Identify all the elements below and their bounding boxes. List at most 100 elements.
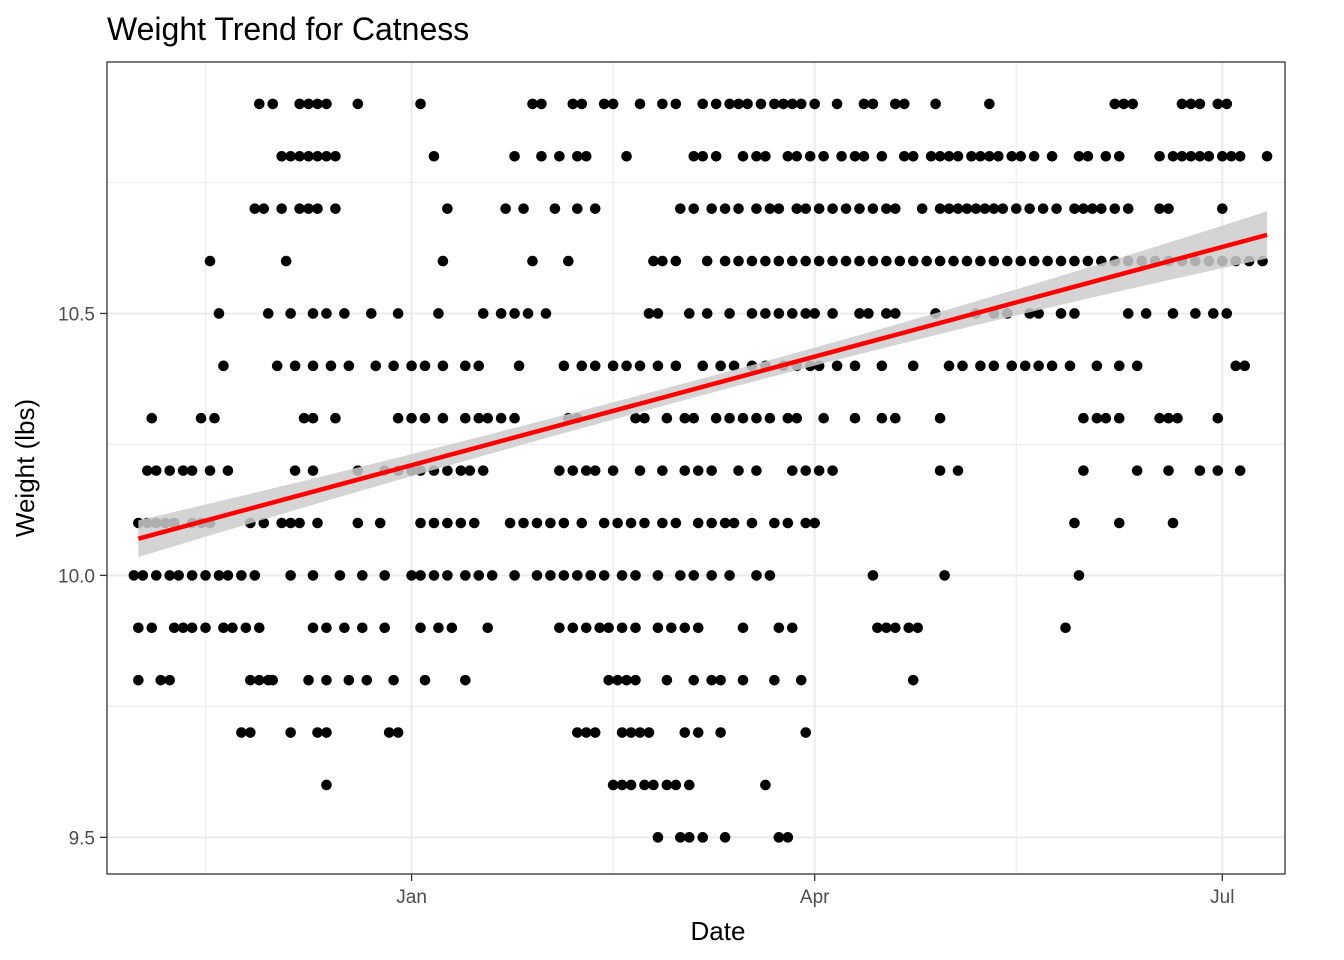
data-point bbox=[961, 255, 973, 267]
data-point bbox=[1060, 622, 1071, 634]
data-point bbox=[952, 203, 964, 214]
data-point bbox=[867, 203, 879, 214]
data-point bbox=[625, 779, 637, 791]
data-point bbox=[509, 570, 520, 581]
data-point bbox=[164, 465, 176, 476]
data-point bbox=[818, 150, 829, 162]
data-point bbox=[330, 203, 341, 214]
data-point bbox=[249, 570, 261, 581]
data-point bbox=[670, 98, 682, 110]
data-point bbox=[1051, 203, 1062, 214]
data-point bbox=[742, 98, 753, 110]
data-point bbox=[589, 360, 601, 372]
data-point bbox=[1001, 255, 1013, 267]
data-point bbox=[782, 412, 794, 424]
data-point bbox=[267, 98, 279, 110]
data-point bbox=[500, 203, 511, 214]
data-point bbox=[473, 412, 485, 424]
data-point bbox=[307, 412, 319, 424]
data-point bbox=[536, 98, 547, 110]
data-point bbox=[867, 255, 879, 267]
data-point bbox=[706, 674, 717, 686]
data-point bbox=[253, 622, 265, 634]
data-point bbox=[952, 465, 964, 476]
data-point bbox=[773, 308, 785, 319]
data-point bbox=[621, 150, 632, 162]
y-tick-label: 10.0 bbox=[58, 566, 95, 587]
data-point bbox=[267, 674, 279, 686]
data-point bbox=[988, 203, 1000, 214]
data-point bbox=[482, 622, 494, 634]
data-point bbox=[271, 360, 283, 372]
data-point bbox=[683, 779, 695, 791]
data-point bbox=[352, 98, 364, 110]
data-point bbox=[572, 150, 583, 162]
data-point bbox=[446, 622, 458, 634]
data-point bbox=[934, 465, 946, 476]
data-point bbox=[580, 465, 592, 476]
data-point bbox=[1131, 360, 1143, 372]
data-point bbox=[415, 622, 426, 634]
data-point bbox=[719, 517, 731, 529]
data-point bbox=[670, 360, 682, 372]
data-point bbox=[630, 570, 641, 581]
data-point bbox=[1140, 308, 1152, 319]
trend-confidence-band bbox=[138, 211, 1268, 558]
data-point bbox=[1216, 203, 1228, 214]
data-point bbox=[200, 622, 211, 634]
data-point bbox=[531, 570, 543, 581]
data-point bbox=[1163, 465, 1174, 476]
data-point bbox=[657, 517, 668, 529]
data-point bbox=[307, 622, 319, 634]
data-point bbox=[769, 674, 780, 686]
data-point bbox=[585, 570, 597, 581]
data-point bbox=[607, 465, 619, 476]
data-point bbox=[343, 360, 355, 372]
data-point bbox=[460, 570, 471, 581]
data-point bbox=[809, 517, 820, 529]
data-point bbox=[1167, 308, 1179, 319]
data-point bbox=[827, 465, 838, 476]
data-point bbox=[594, 622, 605, 634]
data-point bbox=[787, 255, 798, 267]
data-point bbox=[1109, 98, 1121, 110]
data-point bbox=[598, 570, 610, 581]
data-point bbox=[495, 412, 507, 424]
data-point bbox=[312, 517, 323, 529]
data-point bbox=[652, 832, 664, 843]
data-point bbox=[164, 674, 176, 686]
data-point bbox=[782, 517, 794, 529]
data-point bbox=[307, 360, 319, 372]
data-point bbox=[522, 308, 534, 319]
data-point bbox=[527, 255, 538, 267]
data-point bbox=[1028, 150, 1040, 162]
data-point bbox=[639, 412, 650, 424]
data-point bbox=[867, 98, 879, 110]
data-point bbox=[863, 308, 874, 319]
data-point bbox=[975, 150, 986, 162]
data-point bbox=[146, 622, 158, 634]
data-point bbox=[1042, 255, 1053, 267]
data-point bbox=[303, 150, 314, 162]
data-point bbox=[630, 622, 641, 634]
data-point bbox=[800, 308, 812, 319]
data-point bbox=[580, 622, 592, 634]
data-point bbox=[1015, 150, 1027, 162]
data-point bbox=[1087, 203, 1098, 214]
data-point bbox=[321, 622, 332, 634]
data-point bbox=[952, 150, 964, 162]
data-point bbox=[419, 360, 431, 372]
data-point bbox=[455, 517, 467, 529]
data-point bbox=[710, 98, 722, 110]
data-point bbox=[280, 255, 292, 267]
data-point bbox=[1109, 203, 1121, 214]
data-point bbox=[697, 360, 709, 372]
data-point bbox=[688, 412, 700, 424]
data-point bbox=[813, 203, 825, 214]
data-point bbox=[1010, 203, 1022, 214]
data-point bbox=[706, 465, 717, 476]
data-point bbox=[737, 150, 749, 162]
data-point bbox=[1239, 360, 1250, 372]
data-point bbox=[603, 674, 614, 686]
